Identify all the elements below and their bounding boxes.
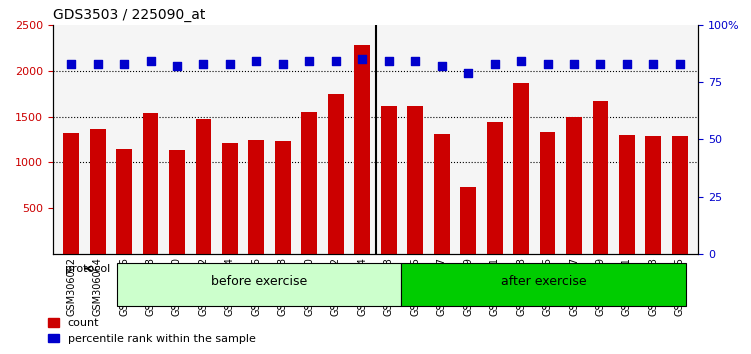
Point bbox=[356, 56, 368, 62]
Bar bbox=[381, 107, 397, 254]
Bar bbox=[460, 187, 476, 254]
Point bbox=[621, 61, 633, 67]
Bar bbox=[328, 93, 344, 254]
Text: after exercise: after exercise bbox=[501, 275, 587, 288]
Point bbox=[277, 61, 289, 67]
Point bbox=[224, 61, 236, 67]
Bar bbox=[434, 134, 450, 254]
Bar bbox=[195, 119, 211, 254]
Point bbox=[383, 59, 395, 64]
Point bbox=[647, 61, 659, 67]
Point bbox=[541, 61, 553, 67]
Text: GDS3503 / 225090_at: GDS3503 / 225090_at bbox=[53, 8, 205, 22]
Point bbox=[65, 61, 77, 67]
Bar bbox=[487, 122, 502, 254]
Bar bbox=[593, 101, 608, 254]
Point bbox=[171, 63, 183, 69]
Point bbox=[595, 61, 607, 67]
Bar bbox=[63, 133, 79, 254]
Point bbox=[198, 61, 210, 67]
Legend: count, percentile rank within the sample: count, percentile rank within the sample bbox=[43, 314, 260, 348]
Bar bbox=[116, 149, 132, 254]
Bar bbox=[619, 135, 635, 254]
FancyBboxPatch shape bbox=[117, 263, 401, 306]
Bar bbox=[89, 129, 105, 254]
Bar bbox=[222, 143, 238, 254]
Point bbox=[674, 61, 686, 67]
Point bbox=[489, 61, 501, 67]
Bar bbox=[513, 82, 529, 254]
Bar bbox=[249, 141, 264, 254]
Bar bbox=[407, 105, 423, 254]
Bar bbox=[301, 112, 317, 254]
Point bbox=[92, 61, 104, 67]
Text: protocol: protocol bbox=[65, 263, 110, 274]
Bar bbox=[566, 116, 582, 254]
Bar bbox=[354, 45, 370, 254]
Text: before exercise: before exercise bbox=[211, 275, 307, 288]
Bar bbox=[169, 150, 185, 254]
Point bbox=[144, 59, 156, 64]
Point bbox=[515, 59, 527, 64]
FancyBboxPatch shape bbox=[401, 263, 686, 306]
Bar bbox=[540, 132, 556, 254]
Bar bbox=[646, 136, 662, 254]
Point bbox=[330, 59, 342, 64]
Point bbox=[118, 61, 130, 67]
Bar bbox=[275, 141, 291, 254]
Point bbox=[462, 70, 474, 76]
Point bbox=[303, 59, 315, 64]
Bar bbox=[672, 136, 688, 254]
Point bbox=[250, 59, 262, 64]
Point bbox=[409, 59, 421, 64]
Bar bbox=[143, 113, 158, 254]
Point bbox=[568, 61, 580, 67]
Point bbox=[436, 63, 448, 69]
